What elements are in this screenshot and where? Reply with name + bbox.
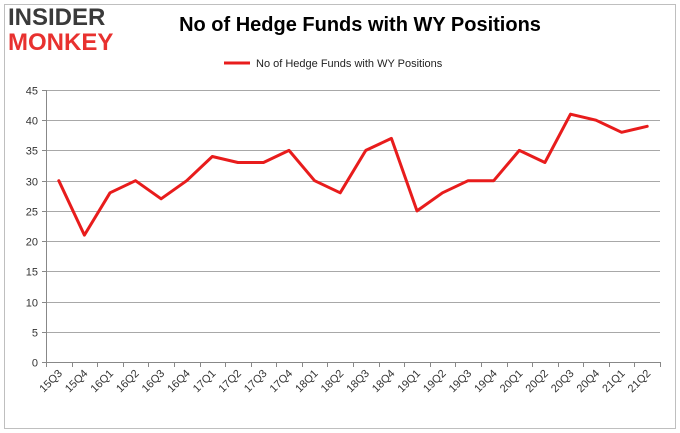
logo-text-bottom: MONKEY: [8, 29, 114, 56]
x-tick-label: 20Q1: [498, 368, 526, 396]
x-tick-label: 21Q2: [626, 368, 654, 396]
chart-title: No of Hedge Funds with WY Positions: [179, 14, 541, 36]
x-tick-label: 19Q1: [396, 368, 424, 396]
x-tick-label: 16Q4: [165, 368, 193, 396]
x-tick-label: 21Q1: [600, 368, 628, 396]
x-tick-labels: 15Q315Q416Q116Q216Q316Q417Q117Q217Q317Q4…: [37, 368, 653, 396]
legend: No of Hedge Funds with WY Positions: [224, 58, 443, 70]
y-tick-label: 30: [26, 177, 38, 189]
x-tick-label: 19Q2: [421, 368, 449, 396]
y-tick-label: 40: [26, 116, 38, 128]
y-tick-label: 10: [26, 298, 38, 310]
logo-text-top: INSIDER: [8, 4, 106, 31]
y-tick-label: 35: [26, 146, 38, 158]
chart-frame: [4, 4, 676, 429]
grid-lines: [46, 90, 660, 333]
x-tick-label: 17Q1: [191, 368, 219, 396]
x-tick-label: 20Q4: [575, 368, 603, 396]
y-tick-label: 5: [32, 328, 38, 340]
x-tick-label: 20Q3: [549, 368, 577, 396]
y-tick-label: 20: [26, 237, 38, 249]
y-tick-labels: 0 5 10 15 20 25 30 35 40 45: [26, 86, 38, 370]
insider-monkey-logo: INSIDER MONKEY: [8, 6, 128, 55]
x-tick-label: 19Q4: [472, 368, 500, 396]
series-line-0: [57, 112, 649, 237]
y-tick-label: 15: [26, 267, 38, 279]
y-tick-label: 0: [32, 358, 38, 370]
x-tick-label: 18Q3: [344, 368, 372, 396]
series-lines: [57, 112, 649, 237]
x-tick-label: 16Q3: [140, 368, 168, 396]
x-tick-label: 18Q4: [370, 368, 398, 396]
x-tick-label: 17Q2: [216, 368, 244, 396]
axes: [42, 90, 661, 367]
legend-label: No of Hedge Funds with WY Positions: [256, 58, 443, 70]
x-tick-label: 16Q2: [114, 368, 142, 396]
x-tick-label: 15Q3: [37, 368, 65, 396]
y-tick-label: 45: [26, 86, 38, 98]
x-tick-label: 20Q2: [523, 368, 551, 396]
x-tick-label: 15Q4: [63, 368, 91, 396]
y-tick-label: 25: [26, 207, 38, 219]
x-tick-label: 17Q3: [242, 368, 270, 396]
x-tick-label: 19Q3: [447, 368, 475, 396]
x-tick-label: 18Q1: [293, 368, 321, 396]
x-tick-label: 18Q2: [319, 368, 347, 396]
x-tick-label: 17Q4: [268, 368, 296, 396]
x-tick-label: 16Q1: [89, 368, 117, 396]
